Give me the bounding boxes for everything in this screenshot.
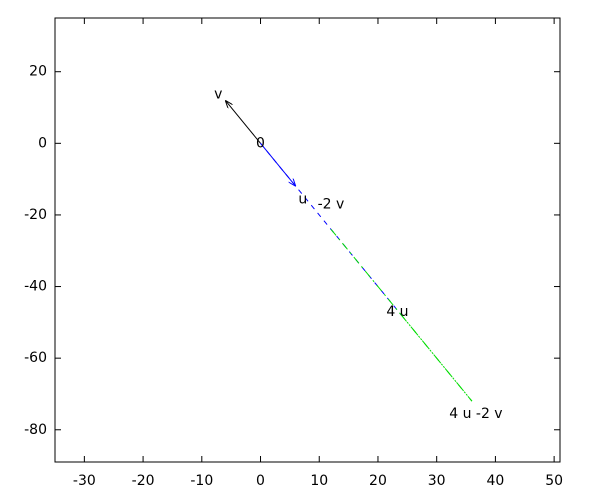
y-tick-label: 20 <box>29 64 47 80</box>
x-tick-label: 40 <box>486 473 504 489</box>
y-tick-label: -80 <box>24 422 47 438</box>
x-tick-label: 0 <box>256 473 265 489</box>
y-tick-label: 0 <box>38 135 47 151</box>
point-label: v <box>214 86 222 102</box>
y-tick-label: -20 <box>24 207 47 223</box>
x-tick-label: 20 <box>369 473 387 489</box>
x-tick-label: -20 <box>132 473 155 489</box>
vector-segment <box>260 143 402 316</box>
y-tick-label: -40 <box>24 279 47 295</box>
vector-segment <box>401 314 473 402</box>
vector-segment <box>260 143 296 186</box>
x-tick-label: 50 <box>545 473 563 489</box>
x-tick-label: -30 <box>73 473 96 489</box>
x-tick-label: 30 <box>428 473 446 489</box>
point-label: 0 <box>256 135 265 151</box>
point-label: 4 u <box>386 304 408 320</box>
vector-segment <box>225 100 261 144</box>
point-label: -2 v <box>318 196 345 212</box>
point-label: u <box>298 191 307 207</box>
y-tick-label: -60 <box>24 350 47 366</box>
x-tick-label: 10 <box>310 473 328 489</box>
x-tick-label: -10 <box>190 473 213 489</box>
point-label: 4 u -2 v <box>449 406 502 422</box>
plot-frame <box>54 17 561 463</box>
